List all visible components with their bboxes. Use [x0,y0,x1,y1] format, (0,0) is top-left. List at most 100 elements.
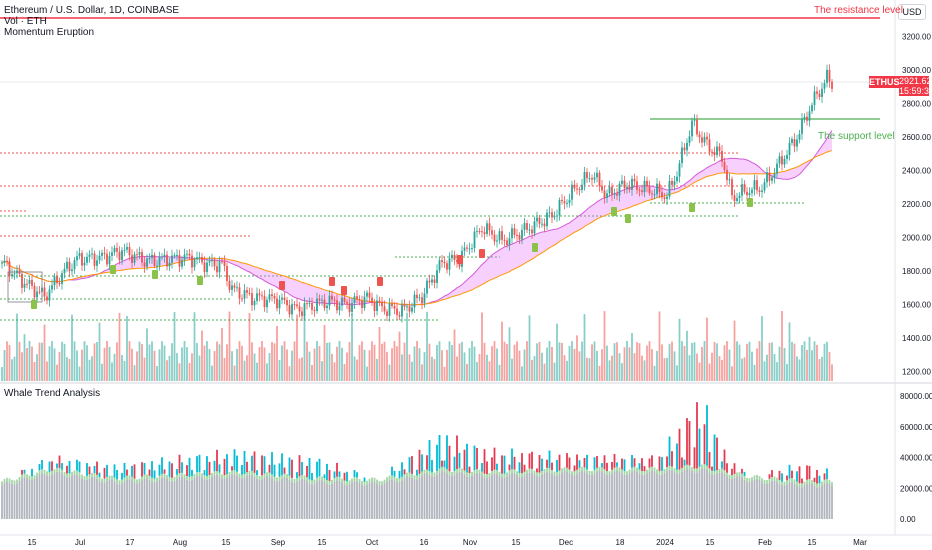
volume-bar [286,349,288,381]
whale-signal-segment [41,460,43,470]
candle-body [796,139,798,147]
whale-green-segment [51,470,53,475]
whale-green-segment [543,469,546,473]
volume-bar [808,336,811,381]
volume-bar [376,358,378,381]
whale-green-segment [416,475,418,480]
whale-green-segment [831,482,833,486]
whale-base-bar [663,472,666,519]
whale-base-bar [726,476,728,519]
whale-signal-segment [441,460,443,467]
volume-bar [156,366,158,381]
whale-signal-segment [346,471,348,482]
whale-base-bar [436,474,438,519]
whale-green-segment [393,476,396,481]
candle-body [106,253,108,265]
volume-bar [521,366,523,381]
volume-bar [11,359,13,381]
whale-base-bar [383,483,386,519]
whale-signal-segment [741,468,743,474]
whale-signal-segment [363,477,366,482]
whale-base-bar [388,479,391,519]
candle-body [396,308,398,316]
whale-green-segment [453,470,456,475]
volume-bar [513,344,516,381]
whale-base-bar [68,477,71,519]
volume-bar [166,360,168,381]
volume-bar [96,341,98,381]
whale-green-segment [613,467,616,472]
candle-body [128,247,131,256]
whale-green-segment [171,477,173,482]
candle-body [683,147,686,151]
whale-base-bar [88,478,91,519]
whale-signal-segment [676,443,678,470]
candle-body [78,253,81,257]
whale-green-segment [588,470,591,475]
whale-signal-segment [818,475,821,484]
whale-signal-segment [88,466,91,475]
volume-bar [56,364,58,381]
whale-base-bar [628,473,631,519]
currency-button[interactable]: USD [898,4,926,20]
whale-green-segment [498,471,501,476]
volume-bar [366,366,368,381]
whale-signal-segment [403,469,406,475]
whale-signal-segment [153,470,156,479]
whale-green-segment [401,476,403,481]
whale-green-segment [531,468,533,473]
candle-body [276,298,278,309]
momentum-indicator-label[interactable]: Momentum Eruption [4,27,95,38]
whale-signal-segment [696,402,698,469]
whale-signal-segment [623,459,626,472]
candle-body [633,178,636,182]
whale-base-bar [798,487,801,519]
whale-base-bar [666,470,668,519]
volume-bar [691,342,693,381]
whale-green-segment [771,477,773,481]
whale-green-segment [666,466,668,471]
whale-signal-segment [726,463,728,473]
whale-base-bar [698,470,701,519]
whale-signal-segment [796,471,798,482]
whale-green-segment [466,472,468,477]
candle-body [613,193,616,195]
whale-green-segment [1,481,3,486]
volume-bar [291,350,293,381]
whale-green-segment [568,469,571,474]
volume-bar [181,347,183,381]
volume-indicator-label[interactable]: Vol · ETH [4,16,47,27]
whale-base-bar [743,479,746,519]
candle-body [146,258,148,267]
whale-green-segment [478,469,481,474]
volume-bar [436,344,438,381]
candle-body [253,301,256,306]
volume-bar [453,329,456,381]
whale-green-segment [708,468,711,473]
candle-body [621,180,623,184]
whale-green-segment [213,471,216,476]
whale-base-bar [751,480,753,519]
time-axis-label: 2024 [656,538,674,547]
whale-green-segment [216,471,218,475]
whale-green-segment [471,471,473,476]
whale-base-bar [278,480,281,519]
whale-pane-title[interactable]: Whale Trend Analysis [4,388,101,399]
volume-bar [303,313,306,381]
candle-body [111,252,113,256]
whale-base-bar [788,482,791,519]
whale-green-segment [796,481,798,486]
candle-body [523,223,526,230]
whale-base-bar [513,473,516,519]
whale-signal-segment [731,468,733,476]
whale-green-segment [91,473,93,477]
candle-body [778,156,781,164]
whale-signal-segment [103,467,106,479]
symbol-title[interactable]: Ethereum / U.S. Dollar, 1D, COINBASE [4,5,180,16]
whale-green-segment [156,477,158,482]
candle-body [26,283,28,285]
whale-green-segment [261,475,263,480]
whale-green-segment [456,469,458,473]
